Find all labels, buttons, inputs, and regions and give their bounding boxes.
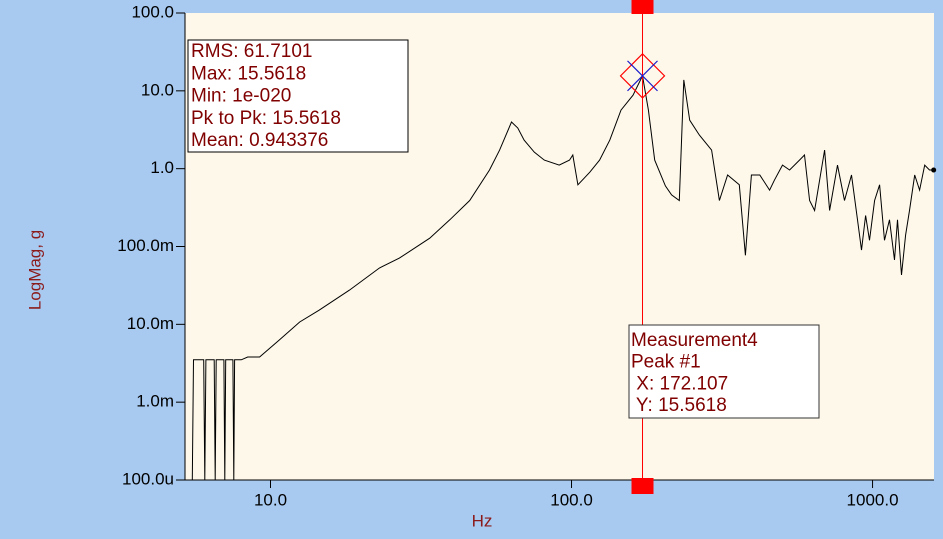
marker-text: Measurement4 <box>631 330 758 351</box>
cursor-handle <box>631 0 654 14</box>
x-tick-label: 1000.0 <box>847 490 899 509</box>
x-axis-label: Hz <box>472 511 493 530</box>
y-tick-label: 100.0 <box>131 2 174 21</box>
y-tick-label: 10.0m <box>127 314 174 333</box>
marker-text: Peak #1 <box>631 352 701 373</box>
end-point <box>931 167 937 173</box>
y-tick-label: 1.0 <box>150 158 174 177</box>
marker-text: Y: 15.5618 <box>631 395 727 416</box>
stats-text: Mean: 0.943376 <box>191 130 328 151</box>
stats-text: Max: 15.5618 <box>191 63 306 84</box>
y-tick-label: 100.0u <box>122 469 174 488</box>
peak-marker-diamond <box>619 53 666 99</box>
y-tick-label: 1.0m <box>136 392 174 411</box>
y-axis-label: LogMag, g <box>25 230 44 310</box>
x-tick-label: 10.0 <box>254 490 287 509</box>
x-tick-label: 100.0 <box>550 490 593 509</box>
peak-marker-cross <box>627 60 658 92</box>
stats-text: RMS: 61.7101 <box>191 41 312 62</box>
y-tick-label: 10.0 <box>141 80 174 99</box>
stats-box <box>187 39 409 153</box>
stats-text: Min: 1e-020 <box>191 86 291 107</box>
marker-box <box>628 324 820 419</box>
stats-text: Pk to Pk: 15.5618 <box>191 108 341 129</box>
y-tick-label: 100.0m <box>117 236 174 255</box>
cursor-handle <box>631 478 654 494</box>
marker-text: X: 172.107 <box>631 373 728 394</box>
data-line <box>191 74 934 481</box>
